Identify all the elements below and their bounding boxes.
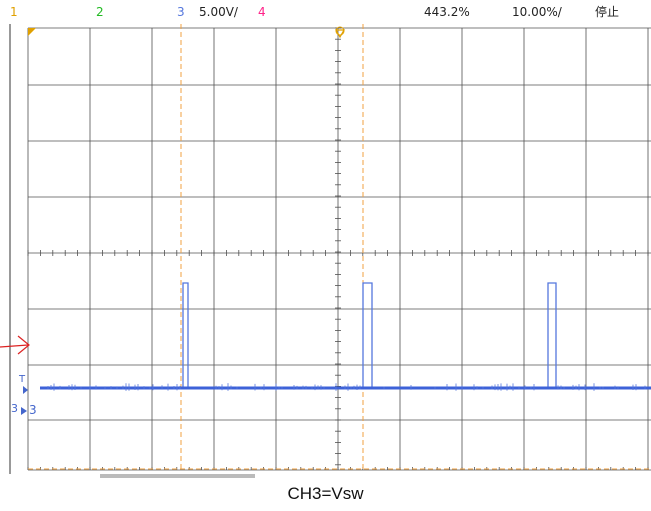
timebase-readout[interactable]: 443.2% xyxy=(424,5,470,19)
scrollbar-thumb[interactable] xyxy=(100,474,255,478)
channel3-marker-label[interactable]: 3 xyxy=(29,403,37,417)
channel1-offset-marker-icon[interactable] xyxy=(28,28,36,36)
channel-markers: T 3 3 xyxy=(11,374,37,417)
trigger-position-dot-icon xyxy=(335,26,345,36)
graticule xyxy=(27,27,651,471)
graticule-ticks xyxy=(27,27,649,470)
channel3-ground-marker-icon[interactable] xyxy=(21,407,27,415)
waveform-caption: CH3=Vsw xyxy=(287,484,364,503)
channel1-indicator[interactable]: 1 xyxy=(10,5,18,19)
channel4-indicator[interactable]: 4 xyxy=(258,5,266,19)
channel3-waveform xyxy=(40,282,651,391)
oscilloscope-screen: T 3 3 xyxy=(0,24,651,478)
status-bar: 1 2 3 5.00V/ 4 443.2% 10.00%/ 停止 xyxy=(0,0,651,24)
annotation-arrow-icon xyxy=(0,335,30,355)
channel3-trace xyxy=(40,282,651,389)
channel3-ground-label[interactable]: 3 xyxy=(11,402,18,415)
channel3-indicator[interactable]: 3 xyxy=(177,5,185,19)
trigger-marker-arrow-icon[interactable] xyxy=(23,386,28,394)
trigger-position-marker-icon[interactable] xyxy=(334,29,346,39)
channel2-indicator[interactable]: 2 xyxy=(96,5,104,19)
channel3-scale[interactable]: 5.00V/ xyxy=(199,5,238,19)
trigger-level-readout[interactable]: 10.00%/ xyxy=(512,5,562,19)
run-state-badge[interactable]: 停止 xyxy=(595,5,620,19)
trigger-marker-label[interactable]: T xyxy=(18,374,26,385)
channel3-noise xyxy=(47,383,646,391)
